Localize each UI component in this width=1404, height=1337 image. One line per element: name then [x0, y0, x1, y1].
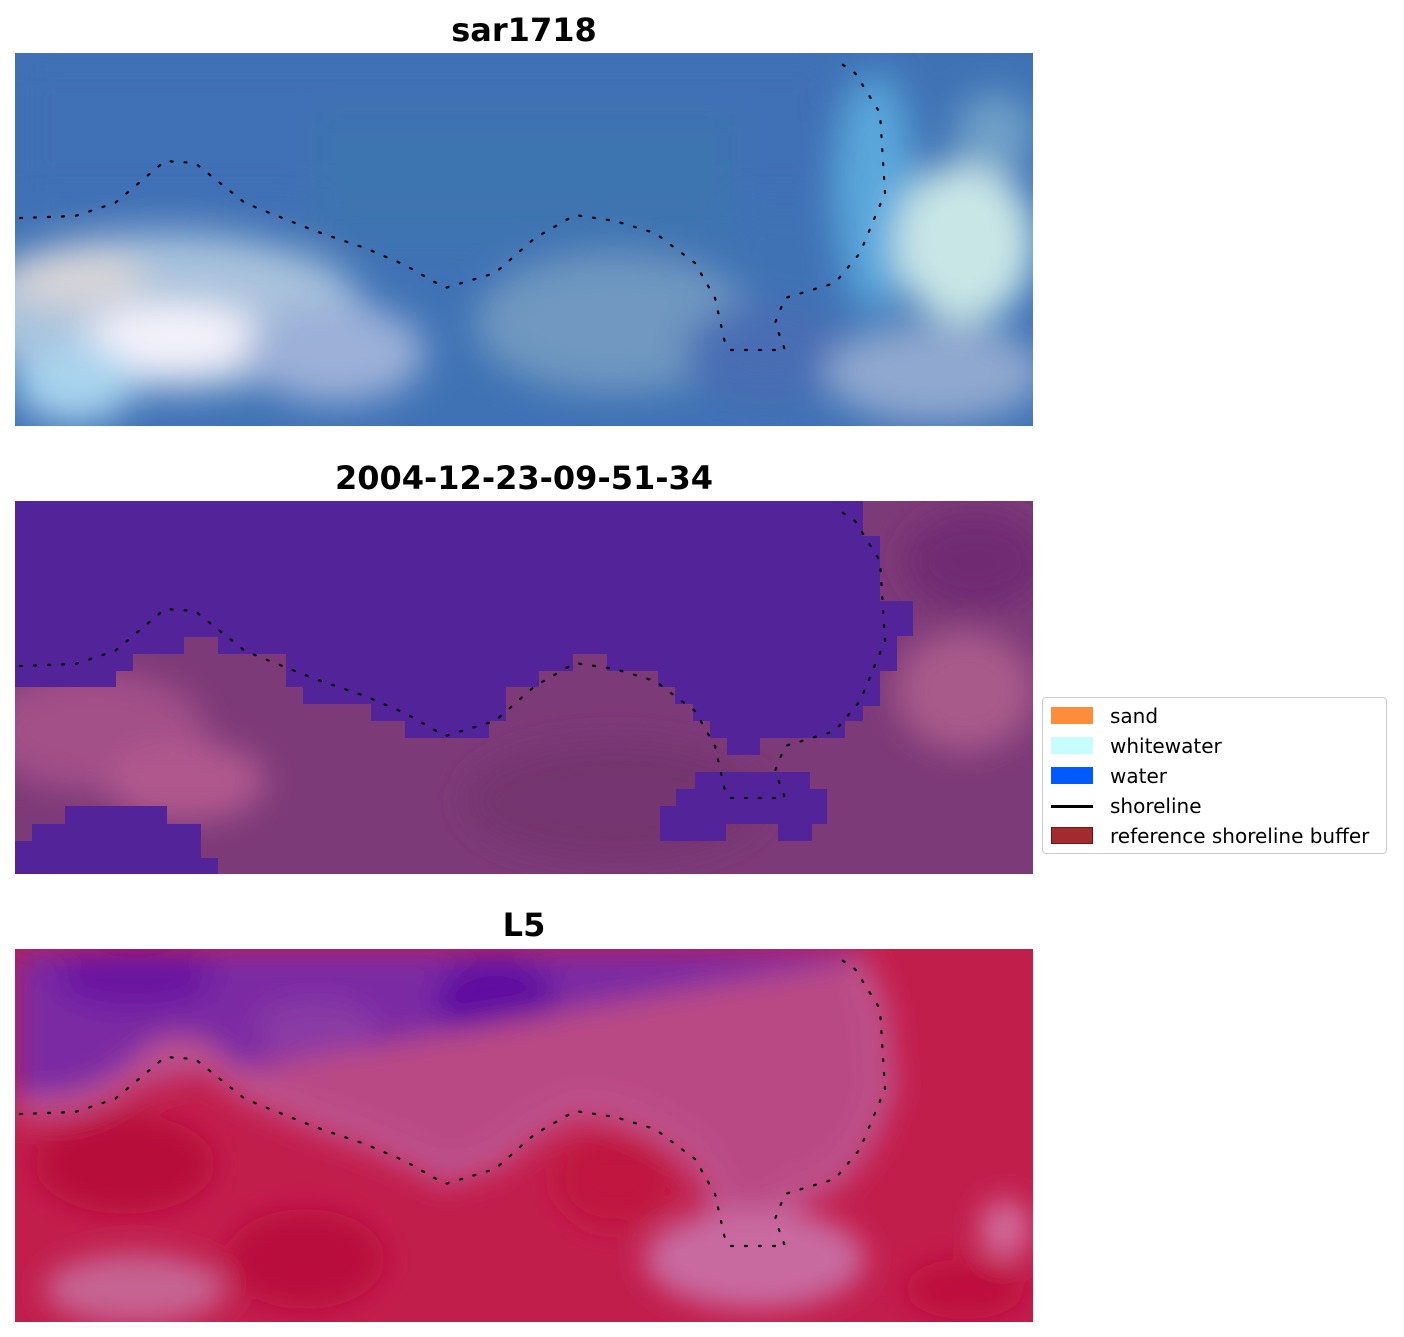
legend-item-reference-shoreline-buffer: reference shoreline buffer [1051, 825, 1381, 847]
legend-label: reference shoreline buffer [1110, 824, 1370, 848]
legend-label: whitewater [1110, 734, 1222, 758]
legend: sand whitewater water shoreline referenc… [1042, 697, 1387, 854]
panel-title-2: 2004-12-23-09-51-34 [334, 459, 714, 497]
shoreline-path [18, 952, 887, 1248]
legend-swatch-reference-buffer [1051, 827, 1093, 844]
index-map-image [15, 949, 1033, 1322]
satellite-rgb-image [15, 53, 1033, 426]
legend-item-sand: sand [1051, 705, 1381, 727]
index-map-svg [15, 949, 1033, 1322]
legend-swatch-whitewater [1051, 737, 1093, 754]
legend-label: sand [1110, 704, 1159, 728]
legend-swatch-water [1051, 767, 1093, 784]
legend-item-shoreline: shoreline [1051, 795, 1381, 817]
legend-swatch-sand [1051, 707, 1093, 724]
water-class-patch-left [15, 806, 218, 874]
legend-swatch-shoreline [1051, 805, 1093, 808]
panel-title-1: sar1718 [451, 11, 597, 49]
panel-title-3: L5 [502, 906, 546, 944]
water-class-region [15, 501, 913, 755]
legend-item-whitewater: whitewater [1051, 735, 1381, 757]
classified-image [15, 501, 1033, 874]
legend-label: shoreline [1110, 794, 1202, 818]
shoreline-path [18, 504, 887, 800]
satellite-rgb-svg [15, 53, 1033, 426]
water-class-patch-right [660, 772, 827, 841]
shoreline-path [18, 56, 887, 352]
classified-svg [15, 501, 1033, 874]
legend-item-water: water [1051, 765, 1381, 787]
legend-label: water [1110, 764, 1167, 788]
